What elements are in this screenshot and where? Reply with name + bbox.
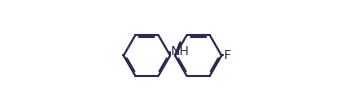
Text: F: F — [224, 49, 231, 62]
Text: NH: NH — [171, 45, 190, 58]
